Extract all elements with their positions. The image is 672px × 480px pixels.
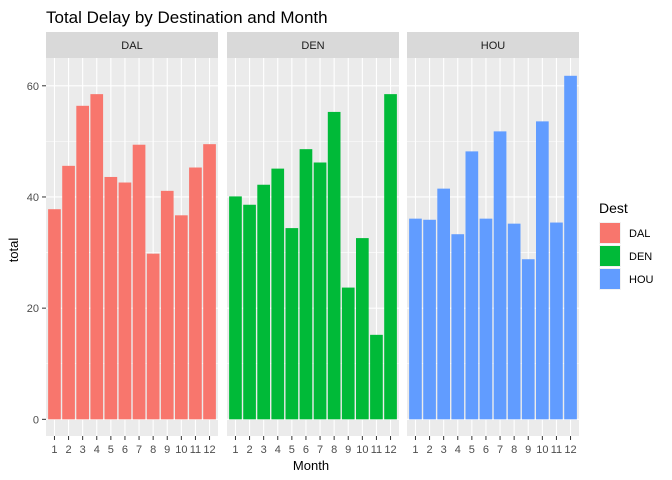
bar-dal-8 [146, 253, 160, 420]
legend-swatch-den [600, 246, 620, 266]
x-tick-label: 10 [536, 444, 548, 456]
x-axis-title: Month [293, 458, 329, 473]
bar-den-3 [257, 184, 270, 420]
bar-hou-2 [423, 219, 436, 420]
legend-label-den: DEN [629, 251, 652, 263]
bar-den-6 [299, 149, 313, 420]
x-tick-label: 7 [136, 444, 142, 456]
x-tick-label: 11 [371, 444, 382, 456]
x-tick-label: 7 [317, 444, 323, 456]
legend-label-dal: DAL [629, 228, 650, 240]
x-tick-label: 8 [511, 444, 517, 456]
bar-dal-9 [160, 190, 174, 420]
bar-dal-10 [175, 215, 188, 420]
legend: Dest DAL DEN HOU [599, 200, 654, 290]
x-tick-label: 4 [94, 444, 100, 456]
legend-swatch-hou [600, 269, 620, 289]
bar-den-2 [243, 204, 256, 420]
bar-dal-12 [203, 144, 216, 420]
bar-den-12 [384, 94, 397, 420]
x-tick-label: 9 [164, 444, 170, 456]
panel-dal: DAL [46, 32, 218, 436]
bar-hou-3 [437, 188, 450, 420]
x-tick-label: 2 [246, 444, 252, 456]
x-tick-label: 10 [356, 444, 368, 456]
legend-label-hou: HOU [629, 274, 654, 286]
x-tick-label: 5 [108, 444, 114, 456]
x-tick-label: 12 [564, 444, 576, 456]
panel-den: DEN [227, 32, 399, 436]
bar-dal-6 [118, 182, 132, 420]
x-tick-label: 5 [289, 444, 295, 456]
bar-dal-4 [90, 94, 104, 420]
bar-den-10 [356, 238, 369, 420]
bar-dal-1 [48, 209, 61, 420]
bar-den-7 [313, 162, 327, 420]
facet-strip [46, 32, 218, 58]
facet-strip-label: DEN [301, 40, 324, 52]
x-tick-label: 9 [345, 444, 351, 456]
panel-hou: HOU [407, 32, 579, 436]
x-tick-label: 1 [412, 444, 418, 456]
bar-hou-4 [451, 234, 465, 420]
bar-dal-5 [104, 176, 118, 420]
x-tick-label: 12 [384, 444, 396, 456]
x-tick-label: 9 [525, 444, 531, 456]
bar-hou-12 [564, 75, 577, 420]
bar-den-1 [229, 196, 242, 420]
legend-title: Dest [599, 200, 628, 216]
x-tick-label: 11 [551, 444, 562, 456]
y-tick-label: 40 [27, 192, 39, 204]
bar-hou-10 [536, 121, 549, 420]
panels-layer: DAL DEN HOU [46, 32, 579, 436]
y-tick-label: 60 [27, 81, 39, 93]
x-tick-label: 7 [497, 444, 503, 456]
x-tick-label: 12 [203, 444, 215, 456]
facet-strip [227, 32, 399, 58]
x-tick-label: 6 [303, 444, 309, 456]
bar-hou-6 [479, 218, 493, 420]
x-tick-label: 5 [469, 444, 475, 456]
bar-hou-8 [507, 223, 521, 420]
x-tick-label: 4 [275, 444, 281, 456]
facet-strip-label: HOU [481, 40, 506, 52]
y-tick-label: 0 [33, 414, 39, 426]
bar-hou-11 [550, 222, 563, 420]
bar-den-4 [271, 168, 285, 420]
bar-hou-1 [409, 218, 422, 420]
bar-den-9 [341, 287, 355, 420]
y-axis-title: total [6, 238, 21, 263]
x-tick-label: 6 [483, 444, 489, 456]
bar-dal-11 [189, 167, 202, 420]
bar-hou-7 [493, 131, 507, 420]
bar-hou-5 [465, 151, 479, 420]
x-tick-label: 8 [150, 444, 156, 456]
x-tick-label: 10 [175, 444, 187, 456]
x-tick-label: 2 [65, 444, 71, 456]
y-tick-label: 20 [27, 303, 39, 315]
bar-den-5 [285, 228, 299, 420]
chart-title: Total Delay by Destination and Month [46, 8, 328, 27]
x-tick-label: 2 [426, 444, 432, 456]
x-tick-label: 3 [441, 444, 447, 456]
x-tick-label: 6 [122, 444, 128, 456]
bar-dal-2 [62, 165, 75, 420]
x-tick-label: 8 [331, 444, 337, 456]
x-tick-label: 1 [51, 444, 57, 456]
x-tick-label: 11 [190, 444, 201, 456]
bar-den-11 [370, 334, 383, 420]
bar-hou-9 [521, 259, 535, 420]
facet-strip [407, 32, 579, 58]
bar-den-8 [327, 111, 341, 420]
facet-strip-label: DAL [121, 40, 142, 52]
legend-swatch-dal [600, 223, 620, 243]
bar-dal-3 [76, 105, 89, 420]
x-tick-label: 1 [232, 444, 238, 456]
x-tick-label: 3 [80, 444, 86, 456]
bar-dal-7 [132, 144, 146, 420]
x-tick-label: 3 [261, 444, 267, 456]
axis-layer: 1 2 3 4 5 6 7 8 9 10 11 12 1 2 3 4 5 6 7 8 9 10 11 12 1 2 3 4 5 6 7 8 9 1… [27, 81, 577, 456]
x-tick-label: 4 [455, 444, 461, 456]
